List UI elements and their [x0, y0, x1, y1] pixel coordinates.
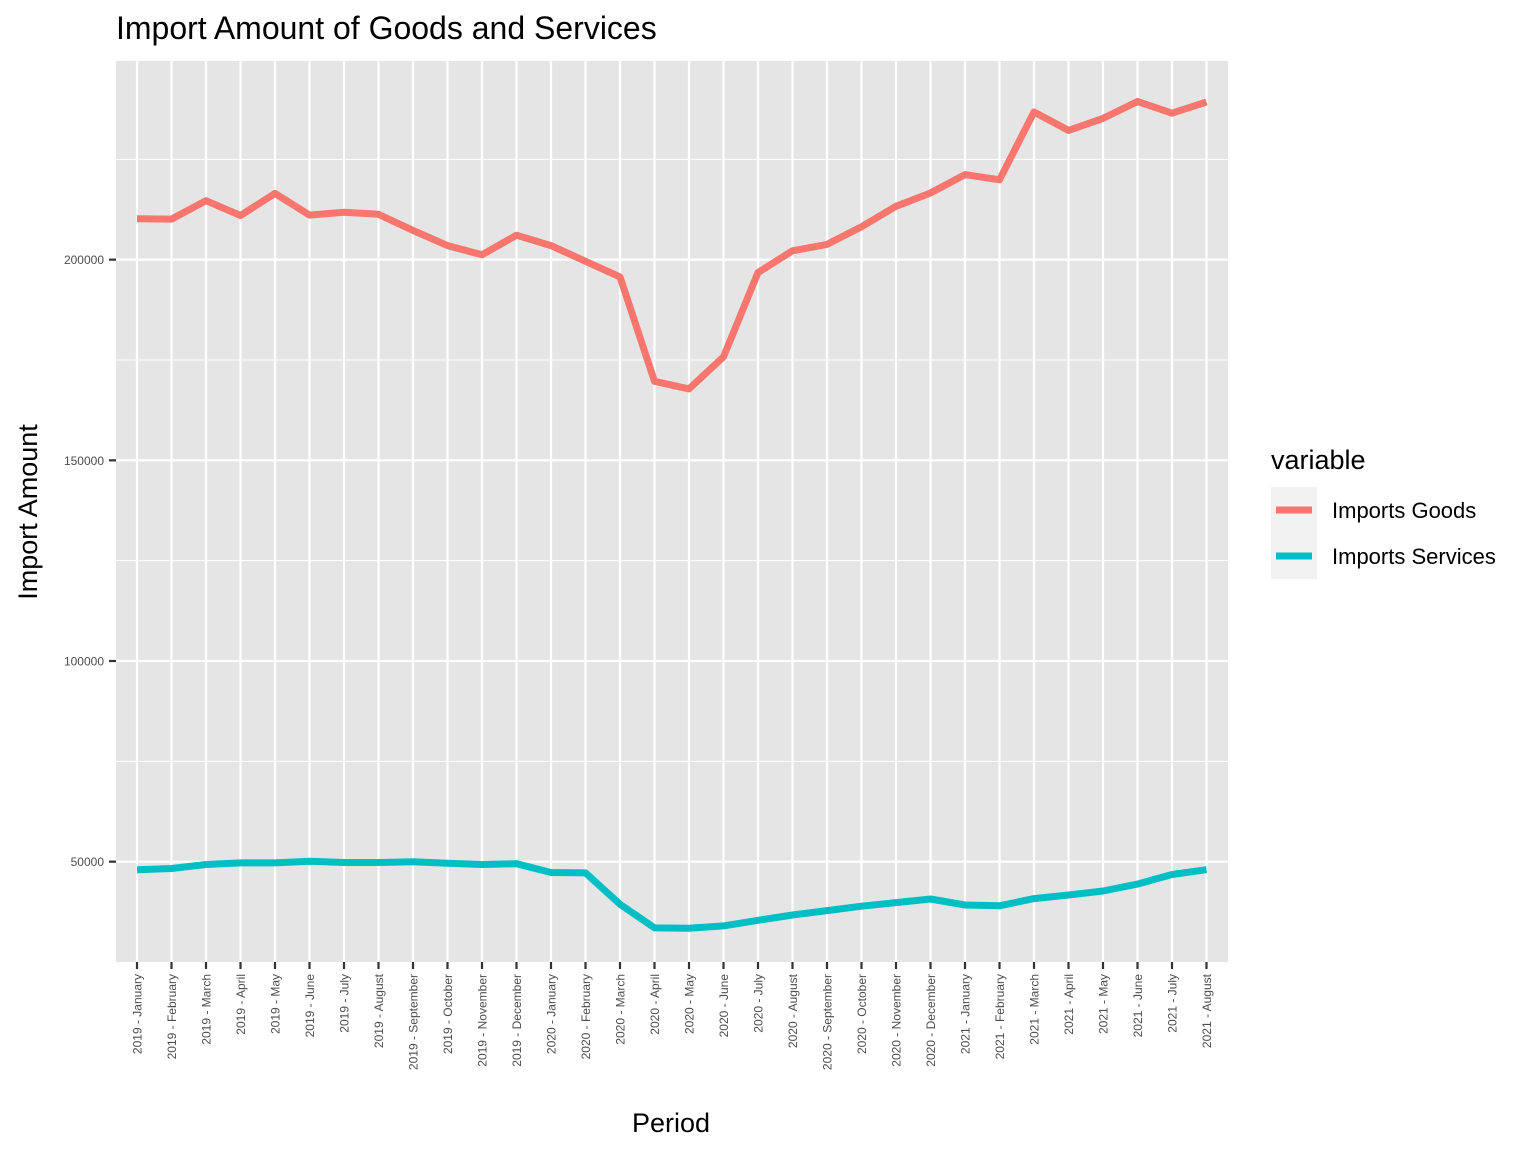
- x-tick-label: 2021 - June: [1131, 974, 1145, 1038]
- x-tick-label: 2019 - February: [165, 974, 179, 1059]
- x-tick-label: 2020 - July: [752, 974, 766, 1033]
- x-tick-label: 2020 - June: [717, 974, 731, 1038]
- chart-title: Import Amount of Goods and Services: [116, 10, 657, 46]
- x-tick-label: 2019 - September: [407, 974, 421, 1070]
- x-axis-title: Period: [632, 1108, 710, 1138]
- x-tick-label: 2019 - October: [441, 974, 455, 1054]
- x-axis: 2019 - January 2019 - February 2019 - Marc…: [131, 962, 1214, 1070]
- x-tick-label: 2020 - August: [786, 973, 800, 1048]
- legend-title: variable: [1271, 445, 1366, 475]
- y-tick-label: 100000: [64, 654, 104, 668]
- series-line-imports-services: [136, 857, 1207, 932]
- x-tick-label: 2021 - February: [993, 974, 1007, 1059]
- legend: variable Imports Goods Imports Services: [1271, 445, 1496, 579]
- legend-key-background: [1271, 487, 1317, 579]
- x-tick-label: 2020 - March: [614, 974, 628, 1045]
- y-axis: 50000 100000 150000 200000: [64, 253, 116, 869]
- y-tick-label: 200000: [64, 253, 104, 267]
- x-tick-label: 2021 - January: [959, 974, 973, 1054]
- series-lines: [136, 98, 1208, 932]
- x-tick-label: 2020 - October: [855, 974, 869, 1054]
- x-tick-label: 2019 - May: [269, 974, 283, 1034]
- x-tick-label: 2019 - March: [200, 974, 214, 1045]
- x-tick-label: 2019 - November: [476, 974, 490, 1067]
- x-tick-label: 2021 - May: [1097, 974, 1111, 1034]
- x-tick-label: 2020 - April: [648, 974, 662, 1035]
- y-tick-label: 50000: [71, 855, 105, 869]
- x-tick-label: 2020 - January: [545, 974, 559, 1054]
- x-tick-label: 2020 - December: [924, 974, 938, 1067]
- series-line-imports-goods: [136, 98, 1208, 393]
- x-tick-label: 2019 - July: [338, 974, 352, 1033]
- x-tick-label: 2020 - May: [683, 974, 697, 1034]
- x-tick-label: 2020 - November: [890, 974, 904, 1067]
- legend-label: Imports Goods: [1332, 498, 1476, 523]
- minor-gridlines: [116, 158, 1228, 762]
- x-tick-label: 2021 - July: [1166, 974, 1180, 1033]
- legend-label: Imports Services: [1332, 544, 1496, 569]
- x-tick-label: 2021 - August: [1200, 973, 1214, 1048]
- y-axis-title: Import Amount: [13, 424, 43, 600]
- x-tick-label: 2019 - December: [510, 974, 524, 1067]
- x-tick-label: 2021 - March: [1028, 974, 1042, 1045]
- x-tick-label: 2019 - June: [303, 974, 317, 1038]
- x-tick-label: 2019 - August: [372, 973, 386, 1048]
- major-gridlines: [116, 61, 1228, 962]
- x-tick-label: 2019 - April: [234, 974, 248, 1035]
- x-tick-label: 2020 - February: [579, 974, 593, 1059]
- y-tick-label: 150000: [64, 454, 104, 468]
- x-tick-label: 2021 - April: [1062, 974, 1076, 1035]
- x-tick-label: 2020 - September: [821, 974, 835, 1070]
- x-tick-label: 2019 - January: [131, 974, 145, 1054]
